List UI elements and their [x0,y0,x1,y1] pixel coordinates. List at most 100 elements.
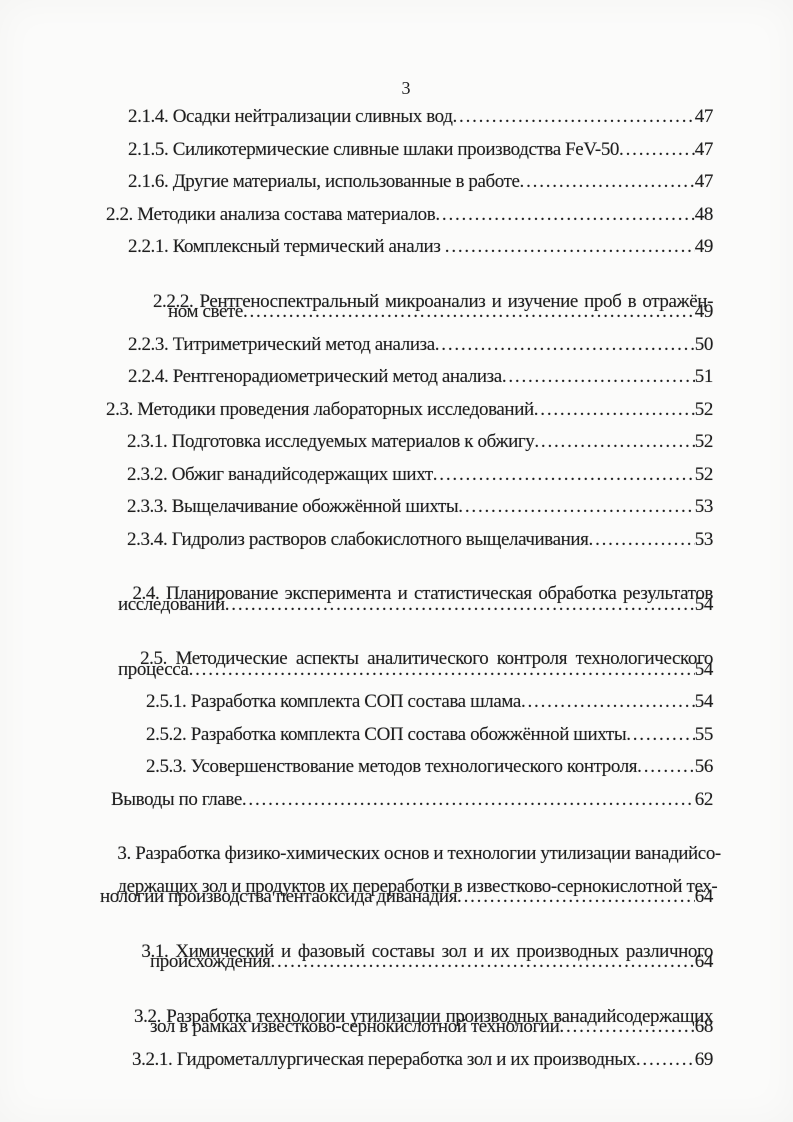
toc-line: зол в рамках известково-сернокислотной т… [100,1016,713,1049]
toc-line: нологии производства пентаоксида диванад… [100,886,713,919]
toc-entry-text: 2.2.1. Комплексный термический анализ [128,236,445,257]
toc-entry-text: происхождения [150,951,271,972]
toc-page-number: 64 [694,886,714,907]
page-number: 3 [401,78,411,98]
toc-line: 2.3.1. Подготовка исследуемых материалов… [100,431,713,464]
toc-entry-text: ном свете [168,301,243,322]
toc-entry-text: 3.2.1. Гидрометаллургическая переработка… [132,1048,636,1070]
toc-line: 3. Разработка физико-химических основ и … [100,821,721,864]
toc-page-number: 54 [694,593,714,615]
toc-line: 2.1.5. Силикотермические сливные шлаки п… [100,139,713,172]
dot-leader: ........................................… [637,756,695,777]
toc-entry-text: держащих зол и продуктов их переработки … [117,875,718,897]
dot-leader: ........................................… [635,1048,695,1070]
dot-leader: ........................................… [452,106,695,127]
toc-entry-text: 2.2. Методики анализа состава материалов [106,203,436,225]
toc-line: 2.1.4. Осадки нейтрализации сливных вод … [100,106,713,139]
toc-line: 2.3.4. Гидролиз растворов слабокислотног… [100,529,713,562]
dot-leader: ........................................… [520,691,695,712]
toc-line: 2.2.2. Рентгеноспектральный микроанализ … [100,269,713,312]
dot-leader: ........................................… [458,496,695,517]
toc-page-number: 50 [694,333,714,355]
toc-entry-text: 2.3.4. Гидролиз растворов слабокислотног… [127,528,589,550]
toc-page-number: 49 [694,301,714,322]
toc-entry-text: 2.2.4. Рентгенорадиометрический метод ан… [128,366,502,387]
toc-entry-text: 3.2. Разработка технологии утилизации пр… [134,1005,713,1027]
toc-line: 2.1.6. Другие материалы, использованные … [100,171,713,204]
toc-entry-text: 2.3.2. Обжиг ванадийсодержащих шихт [127,463,433,485]
dot-leader: ........................................… [188,658,695,680]
toc-line: Выводы по главе ........................… [100,789,713,822]
dot-leader: ........................................… [533,398,695,420]
toc-page-number: 56 [694,756,714,777]
toc-line: 3.1. Химический и фазовый составы зол и … [100,919,713,962]
toc-line: процесса ...............................… [100,659,713,692]
toc-line: 2.2.3. Титриметрический метод анализа ..… [100,334,713,367]
toc-entry-text: нологии производства пентаоксида диванад… [100,886,458,907]
toc-entry-text: 2.1.6. Другие материалы, использованные … [128,171,520,192]
toc-entry-text: 2.3. Методики проведения лабораторных ис… [106,398,534,420]
toc-line: 3.2. Разработка технологии утилизации пр… [100,984,713,1027]
dot-leader: ........................................… [534,431,695,452]
toc-entry-text: процесса [118,658,189,680]
toc-page-number: 54 [694,691,714,712]
toc-entry-text: Выводы по главе [111,788,242,810]
toc-line: 2.2.1. Комплексный термический анализ ..… [100,236,713,269]
dot-leader: ........................................… [588,528,695,550]
toc-page-number: 47 [694,106,714,127]
toc-page-number: 52 [694,431,714,452]
toc-entry-text: 2.5.3. Усовершенствование методов технол… [146,756,638,777]
toc-page-number: 54 [694,658,714,680]
dot-leader: ........................................… [519,171,695,192]
toc-page-number: 52 [694,398,714,420]
toc-entry-text: 2.3.3. Выщелачивание обожжённой шихты [127,496,459,517]
toc-entry-text: 3. Разработка физико-химических основ и … [117,843,721,864]
toc-entry-text: 2.5.2. Разработка комплекта СОП состава … [146,723,627,745]
table-of-contents: 2.1.4. Осадки нейтрализации сливных вод … [100,106,721,1081]
toc-line: 2.5.3. Усовершенствование методов технол… [100,756,713,789]
toc-page-number: 55 [694,723,714,745]
toc-entry-text: 2.5. Методические аспекты аналитического… [140,648,713,669]
toc-page-number: 53 [694,496,714,517]
dot-leader: ........................................… [435,203,695,225]
toc-entry-text: 2.4. Планирование эксперимента и статист… [132,583,713,604]
toc-page-number: 69 [694,1048,714,1070]
toc-page-number: 53 [694,528,714,550]
dot-leader: ........................................… [457,886,695,907]
toc-entry-text: 2.2.3. Титриметрический метод анализа [128,333,435,355]
toc-line: 2.3. Методики проведения лабораторных ис… [100,399,713,432]
toc-page-number: 49 [694,236,714,257]
dot-leader: ........................................… [501,366,695,387]
toc-entry-text: исследований [118,593,225,615]
toc-line: 2.3.2. Обжиг ванадийсодержащих шихт ....… [100,464,713,497]
dot-leader: ........................................… [434,333,695,355]
toc-entry-text: зол в рамках известково-сернокислотной т… [150,1016,560,1037]
toc-entry-text: 3.1. Химический и фазовый составы зол и … [141,940,713,962]
toc-entry-text: 2.5.1. Разработка комплекта СОП состава … [146,691,521,712]
toc-line: 2.2. Методики анализа состава материалов… [100,204,713,237]
dot-leader: ........................................… [241,788,695,810]
toc-line: 2.2.4. Рентгенорадиометрический метод ан… [100,366,713,399]
toc-page-number: 48 [694,203,714,225]
toc-page-number: 68 [694,1016,714,1037]
toc-line: 2.5.1. Разработка комплекта СОП состава … [100,691,713,724]
toc-line: 2.5. Методические аспекты аналитического… [100,626,713,669]
dot-leader: ........................................… [242,301,695,322]
toc-line: исследований ...........................… [100,594,713,627]
toc-line: происхождения ..........................… [100,951,713,984]
toc-line: держащих зол и продуктов их переработки … [100,854,717,897]
toc-page-number: 52 [694,463,714,485]
toc-entry-text: 2.1.4. Осадки нейтрализации сливных вод [128,106,453,127]
dot-leader: ........................................… [270,951,694,972]
toc-line: 2.3.3. Выщелачивание обожжённой шихты ..… [100,496,713,529]
toc-line: ном свете ..............................… [100,301,713,334]
toc-page-number: 62 [694,788,714,810]
dot-leader: ........................................… [626,723,695,745]
dot-leader: ........................................… [619,138,695,160]
toc-entry-text: 2.3.1. Подготовка исследуемых материалов… [127,431,535,452]
toc-page-number: 47 [694,138,714,160]
toc-line: 2.5.2. Разработка комплекта СОП состава … [100,724,713,757]
toc-page-number: 64 [694,951,714,972]
toc-entry-text: 2.1.5. Силикотермические сливные шлаки п… [128,138,620,160]
